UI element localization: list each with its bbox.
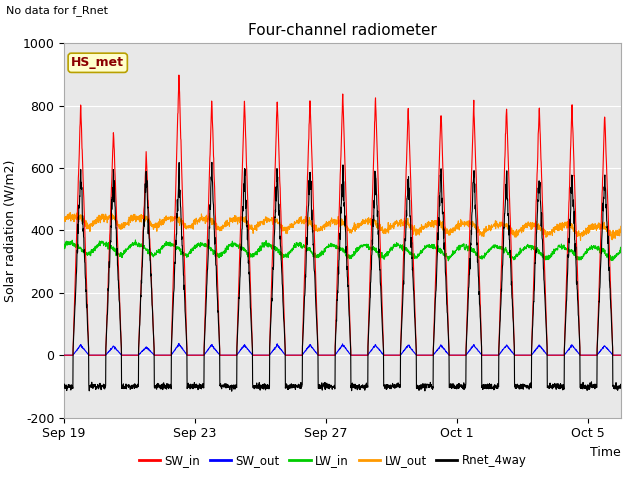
Text: No data for f_Rnet: No data for f_Rnet	[6, 5, 108, 16]
Title: Four-channel radiometer: Four-channel radiometer	[248, 23, 437, 38]
Y-axis label: Solar radiation (W/m2): Solar radiation (W/m2)	[4, 159, 17, 301]
Legend: SW_in, SW_out, LW_in, LW_out, Rnet_4way: SW_in, SW_out, LW_in, LW_out, Rnet_4way	[134, 449, 532, 472]
X-axis label: Time: Time	[590, 446, 621, 459]
Text: HS_met: HS_met	[71, 56, 124, 69]
